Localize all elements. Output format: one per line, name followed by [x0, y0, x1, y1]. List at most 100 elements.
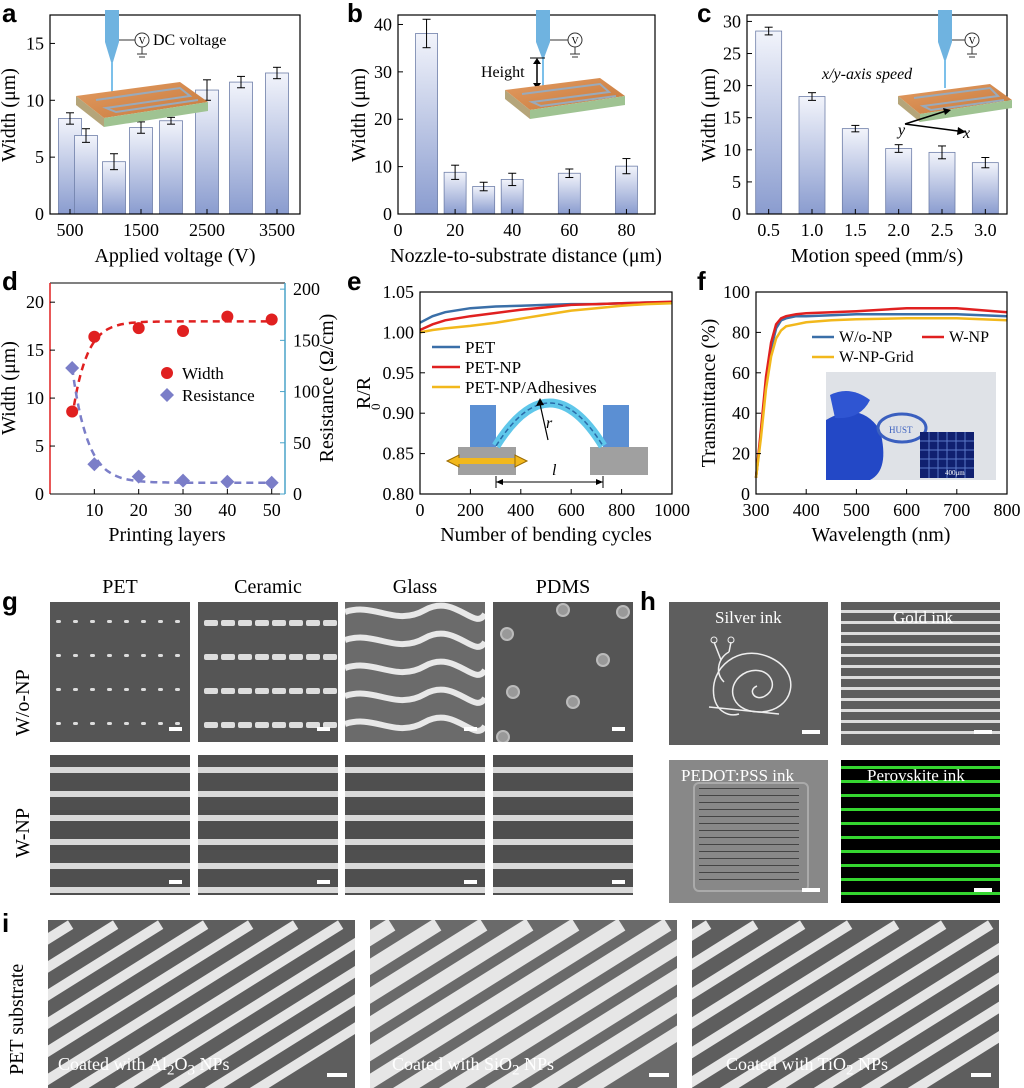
y-tick-label: 20 [374, 109, 392, 129]
printed-line [493, 887, 633, 893]
pedot-line [699, 837, 799, 838]
droplet [56, 620, 61, 623]
y-tick-label-right: 200 [293, 279, 320, 299]
droplet [73, 620, 78, 623]
col-title-glass: Glass [392, 576, 438, 598]
droplet [158, 620, 163, 623]
pedot-line [699, 809, 799, 810]
printed-line [198, 863, 338, 869]
gold-line [841, 698, 1000, 701]
y-tick-label: 80 [732, 322, 750, 342]
perovskite-line [841, 836, 1000, 839]
printed-line [345, 791, 485, 797]
logo-text: HUST [889, 425, 913, 435]
y-tick-label: 100 [723, 282, 750, 302]
resistance-point [220, 474, 235, 489]
v-symbol: V [139, 36, 147, 47]
printed-line [198, 839, 338, 845]
droplet [107, 620, 112, 623]
printed-line [345, 839, 485, 845]
radius-label: r [546, 415, 553, 432]
y-tick-label-right: 150 [293, 330, 320, 350]
x-tick-label: 60 [560, 220, 578, 240]
g-image-with-np [198, 755, 338, 895]
y-tick-label: 40 [374, 14, 392, 34]
legend-label-2: W-NP-Grid [839, 349, 914, 366]
x-tick-label: 3.0 [974, 220, 997, 240]
legend-width-label: Width [182, 364, 224, 383]
droplet [508, 687, 518, 697]
y-tick-label: 0.95 [383, 363, 415, 383]
chart-c: 0.5 1.0 1.5 2.0 2.5 3.0 0 5 10 15 20 25 30 Motion spe… [698, 11, 1008, 267]
perovskite-line [841, 766, 1000, 769]
droplet [238, 620, 252, 626]
chart-e: 0.80 0.85 0.90 0.95 1.00 1.05 0 200 400 600 800 100… [353, 282, 690, 546]
scale-bar [327, 1073, 347, 1077]
droplet [56, 654, 61, 657]
y-tick-label: 0 [741, 484, 750, 504]
x-tick-label: 400 [793, 500, 820, 520]
droplet [272, 620, 286, 626]
y-tick-label: 1.05 [383, 282, 415, 302]
i-image-al2o3: Coated with Al2O3 NPs [48, 920, 355, 1088]
scale-bar [802, 888, 820, 892]
scale-bar [612, 880, 625, 884]
printed-line [198, 815, 338, 821]
i-side-label: PET substrate [6, 963, 28, 1075]
droplet [221, 722, 235, 728]
x-axis-label: Motion speed (mm/s) [791, 245, 963, 267]
glass-streak [345, 658, 485, 678]
plot-frame [49, 14, 301, 215]
y-axis-label: Transmittance (%) [698, 319, 720, 468]
x-axis-label: Number of bending cycles [440, 524, 652, 546]
droplet [238, 654, 252, 660]
inset-b-printer: V Height [481, 10, 625, 119]
printed-line [493, 863, 633, 869]
y-tick-label: 0 [732, 204, 741, 224]
x-tick-label: 30 [174, 500, 192, 520]
y-tick-label: 10 [26, 388, 44, 408]
y-tick-label: 20 [732, 444, 750, 464]
y-tick-label: 0 [35, 484, 44, 504]
y-tick-label: 0.85 [383, 444, 415, 464]
printed-line [493, 815, 633, 821]
x-tick-label: 50 [263, 500, 281, 520]
width-fit-curve [70, 320, 272, 418]
droplet [598, 655, 608, 665]
g-image-with-np [493, 755, 633, 895]
droplet [272, 688, 286, 694]
bar [755, 30, 783, 215]
y-tick-label: 0 [383, 204, 392, 224]
panel-label-e: e [347, 266, 361, 296]
x-tick-label: 2500 [189, 220, 225, 240]
y-axis-label-right: Resistance (Ω/cm) [316, 314, 338, 463]
x-tick-label: 80 [617, 220, 635, 240]
bar [841, 128, 869, 215]
scale-bar [974, 730, 992, 734]
printed-line [345, 815, 485, 821]
droplet [306, 688, 320, 694]
perovskite-line [841, 878, 1000, 881]
droplet [323, 620, 337, 626]
series-line-2 [419, 302, 673, 334]
inset-c-label: x/y-axis speed [821, 66, 913, 83]
perovskite-line [841, 864, 1000, 867]
printed-line [493, 791, 633, 797]
scale-bar [649, 1073, 669, 1077]
gold-line [841, 610, 1000, 613]
bar [557, 172, 581, 215]
x-tick-label: 2.5 [931, 220, 954, 240]
x-tick-label: 20 [446, 220, 464, 240]
droplet [90, 620, 95, 623]
panel-label-f: f [697, 266, 706, 296]
legend-label-1: PET-NP [465, 358, 521, 377]
scale-bar [612, 727, 625, 731]
droplet [73, 688, 78, 691]
droplet [255, 688, 269, 694]
pedot-line [699, 795, 799, 796]
scale-bar [974, 888, 992, 892]
x-axis-label: Applied voltage (V) [94, 245, 255, 267]
plot-frame [397, 14, 656, 215]
g-image-with-np [345, 755, 485, 895]
